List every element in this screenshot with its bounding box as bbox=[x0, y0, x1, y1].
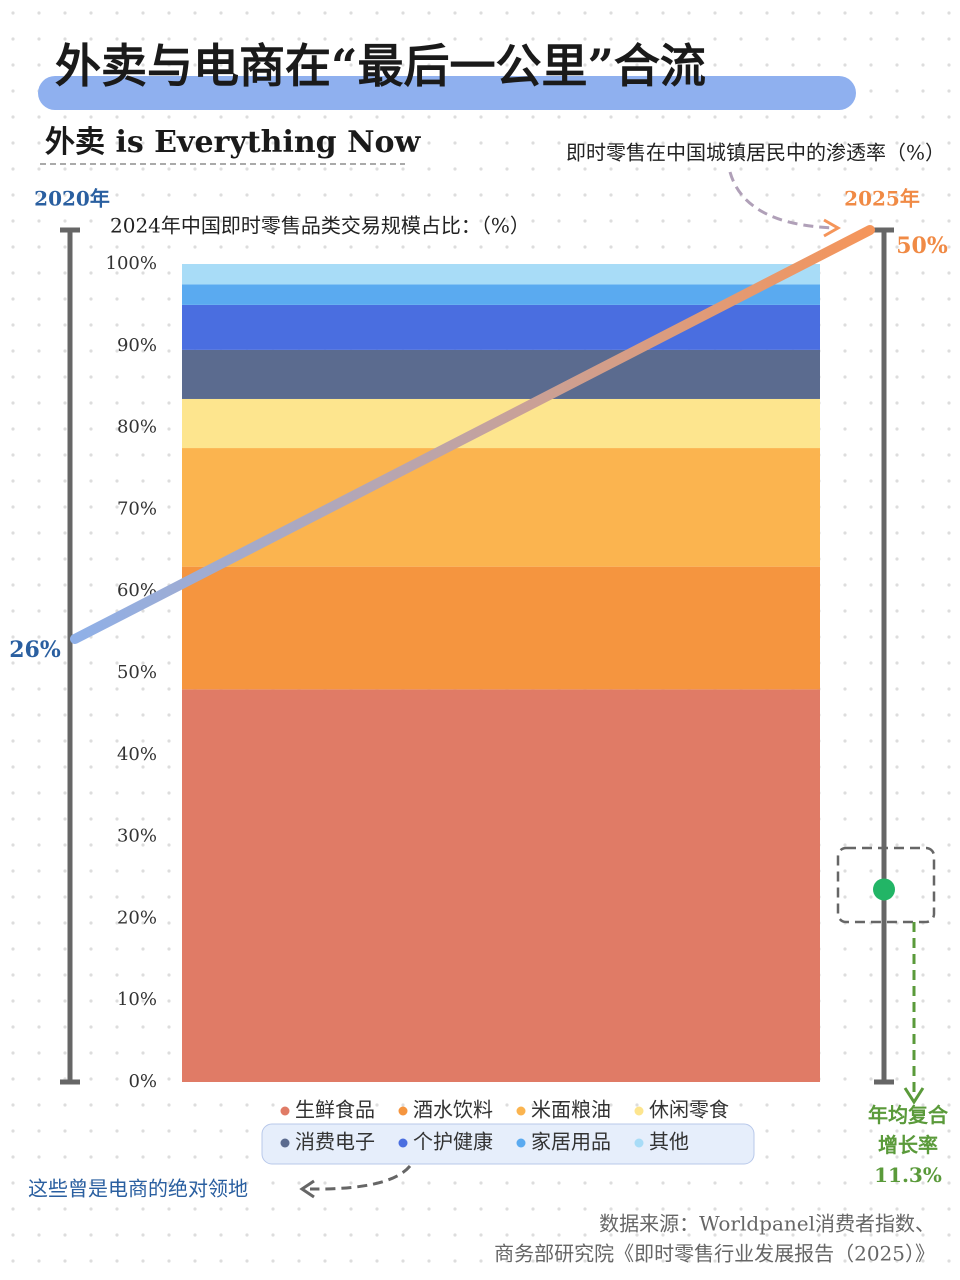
y-tick-label: 30% bbox=[117, 826, 157, 847]
cagr-point bbox=[873, 878, 895, 901]
x-label: 2020年 bbox=[34, 187, 110, 211]
line bbox=[70, 225, 875, 644]
y-tick-label: 0% bbox=[128, 1071, 157, 1092]
cagr-value: 11.3% bbox=[874, 1163, 942, 1187]
highlight-box bbox=[836, 846, 936, 924]
legend-label: 休闲零食 bbox=[649, 1098, 729, 1122]
data-label: 26% bbox=[9, 637, 61, 663]
legend-label: 个护健康 bbox=[413, 1130, 493, 1154]
y-tick-label: 40% bbox=[117, 744, 157, 765]
arrowhead bbox=[903, 1087, 925, 1105]
legend-marker bbox=[634, 1138, 644, 1148]
legend-box bbox=[261, 1123, 755, 1165]
legend-marker bbox=[516, 1138, 526, 1148]
y-tick-label: 60% bbox=[117, 580, 157, 601]
bar-segment bbox=[182, 566, 820, 690]
source: 数据来源：Worldpanel消费者指数、 bbox=[599, 1212, 935, 1236]
bar-title: 2024年中国即时零售品类交易规模占比：（%） bbox=[110, 214, 530, 238]
right-axis bbox=[874, 227, 894, 1085]
legend-label: 米面粮油 bbox=[531, 1098, 611, 1122]
legend-marker bbox=[280, 1106, 290, 1116]
y-tick-label: 70% bbox=[117, 498, 157, 519]
legend-marker bbox=[634, 1106, 644, 1116]
y-tick-label: 20% bbox=[117, 907, 157, 928]
legend-label: 家居用品 bbox=[531, 1130, 611, 1154]
legend-marker bbox=[398, 1138, 408, 1148]
subtitle: 外卖 is Everything Now bbox=[45, 125, 422, 160]
legend-marker bbox=[516, 1106, 526, 1116]
bar-segment bbox=[182, 448, 820, 567]
bar-segment bbox=[182, 264, 820, 285]
legend-label: 生鲜食品 bbox=[295, 1098, 375, 1122]
y-tick-label: 100% bbox=[106, 253, 157, 274]
source: 商务部研究院《即时零售行业发展报告（2025）》 bbox=[494, 1242, 935, 1266]
left-axis bbox=[60, 227, 80, 1085]
y-tick-label: 80% bbox=[117, 417, 157, 438]
bar-segment bbox=[182, 689, 820, 1082]
cagr-label: 年均复合增长率 11.3% bbox=[862, 1100, 954, 1190]
arrow bbox=[309, 1164, 412, 1191]
x-label: 2025年 bbox=[844, 187, 920, 211]
annotation: 这些曾是电商的绝对领地 bbox=[28, 1177, 248, 1201]
legend-marker bbox=[398, 1106, 408, 1116]
bar-segment bbox=[182, 304, 820, 350]
title-banner bbox=[38, 76, 856, 110]
y-tick-label: 10% bbox=[117, 989, 157, 1010]
legend-label: 酒水饮料 bbox=[413, 1098, 493, 1122]
arrowhead bbox=[823, 218, 842, 238]
legend-label: 消费电子 bbox=[295, 1130, 375, 1154]
arrow bbox=[728, 171, 836, 230]
legend-marker bbox=[280, 1138, 290, 1148]
cagr-name: 年均复合增长率 bbox=[868, 1103, 948, 1157]
chart-title: 外卖与电商在“最后一公里”合流 bbox=[55, 39, 706, 93]
arrowhead bbox=[299, 1179, 315, 1199]
line-title: 即时零售在中国城镇居民中的渗透率（%） bbox=[566, 141, 945, 165]
bar-segment bbox=[182, 349, 820, 399]
legend-label: 其他 bbox=[649, 1130, 689, 1154]
y-tick-label: 90% bbox=[117, 335, 157, 356]
data-label: 50% bbox=[896, 233, 948, 259]
bar-segment bbox=[182, 284, 820, 305]
y-tick-label: 50% bbox=[117, 662, 157, 683]
